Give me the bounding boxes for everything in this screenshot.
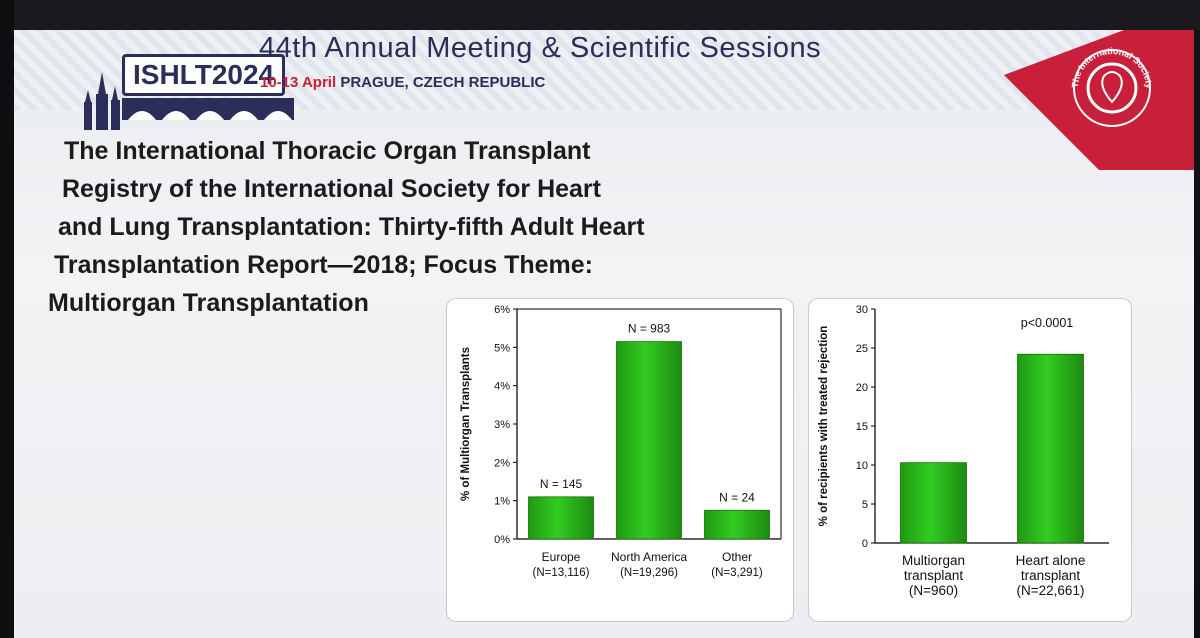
bar-europe <box>528 496 594 540</box>
slide-headline: The International Thoracic Organ Transpl… <box>44 132 764 322</box>
meeting-title: 44th Annual Meeting & Scientific Session… <box>259 32 822 64</box>
y-tick-label: 3% <box>494 419 510 431</box>
y-tick-label: 0 <box>862 538 868 550</box>
society-seal: The International Society for Heart & Lu… <box>1004 30 1194 170</box>
data-label: N = 145 <box>540 477 583 491</box>
headline-line: and Lung Transplantation: Thirty-fifth A… <box>58 213 645 241</box>
chart-panel-treated-rejection: 0 5 10 15 20 25 30 % of recipients with treated… <box>808 298 1132 622</box>
bar-multiorgan-transplant <box>900 462 967 544</box>
y-tick-label: 2% <box>494 457 510 469</box>
x-tick-label: Europe <box>542 550 581 564</box>
x-tick-label: Multiorgan <box>902 553 965 568</box>
bar-north-america <box>616 341 682 540</box>
meeting-dates: 10-13 April <box>260 74 337 91</box>
data-label: N = 24 <box>719 490 755 504</box>
x-tick-sublabel: (N=13,116) <box>532 567 589 579</box>
meeting-location: PRAGUE, CZECH REPUBLIC <box>340 74 546 91</box>
y-tick-label: 10 <box>856 460 868 472</box>
ishlt-logo: ISHLT2024 <box>62 44 294 130</box>
x-tick-label: (N=22,661) <box>1017 583 1085 598</box>
y-tick-label: 6% <box>494 304 510 316</box>
y-axis-label: % of Multiorgan Transplants <box>460 347 472 501</box>
y-tick-label: 4% <box>494 381 510 393</box>
chart-treated-rejection: 0 5 10 15 20 25 30 % of recipients with treated… <box>818 304 1109 598</box>
p-value-annotation: p<0.0001 <box>1021 316 1074 330</box>
chart-multiorgan-by-region: 0% 1% 2% 3% 4% 5% 6% % of Multiorgan Transplant… <box>460 304 782 579</box>
x-tick-label: (N=960) <box>909 583 958 598</box>
meeting-subtitle: 10-13 April PRAGUE, CZECH REPUBLIC <box>260 74 545 91</box>
x-tick-sublabel: (N=3,291) <box>711 567 763 579</box>
headline-line: Registry of the International Society fo… <box>62 175 601 203</box>
screen-edge <box>0 0 14 638</box>
y-tick-label: 5% <box>494 342 510 354</box>
y-tick-label: 25 <box>856 343 868 355</box>
bar-heart-alone-transplant <box>1017 353 1084 544</box>
x-tick-label: Heart alone <box>1016 553 1086 568</box>
chart-panel-multiorgan-percent: 0% 1% 2% 3% 4% 5% 6% % of Multiorgan Transplant… <box>446 298 794 622</box>
x-tick-sublabel: (N=19,296) <box>620 567 678 579</box>
y-tick-label: 30 <box>856 304 868 316</box>
y-tick-label: 20 <box>856 382 868 394</box>
x-tick-label: Other <box>722 550 752 564</box>
bridge-arches-icon <box>122 98 294 120</box>
presentation-slide: ISHLT2024 44th Annual Meeting & Scientif… <box>14 30 1194 638</box>
room-background <box>0 0 1200 30</box>
y-tick-label: 15 <box>856 421 868 433</box>
y-tick-label: 5 <box>862 499 868 511</box>
x-tick-label: North America <box>611 550 687 564</box>
y-axis-label: % of recipients with treated rejection <box>818 326 830 527</box>
x-tick-label: transplant <box>904 568 964 583</box>
prague-skyline-icon <box>84 72 120 130</box>
heart-lung-icon <box>1101 71 1123 104</box>
bar-other <box>704 509 770 540</box>
logo-text: ISHLT <box>133 59 212 90</box>
headline-line: Transplantation Report—2018; Focus Theme… <box>54 251 593 279</box>
data-label: N = 983 <box>628 322 671 336</box>
y-tick-label: 0% <box>494 534 510 546</box>
x-tick-label: transplant <box>1021 568 1081 583</box>
y-tick-label: 1% <box>494 496 510 508</box>
headline-line: The International Thoracic Organ Transpl… <box>64 137 591 165</box>
